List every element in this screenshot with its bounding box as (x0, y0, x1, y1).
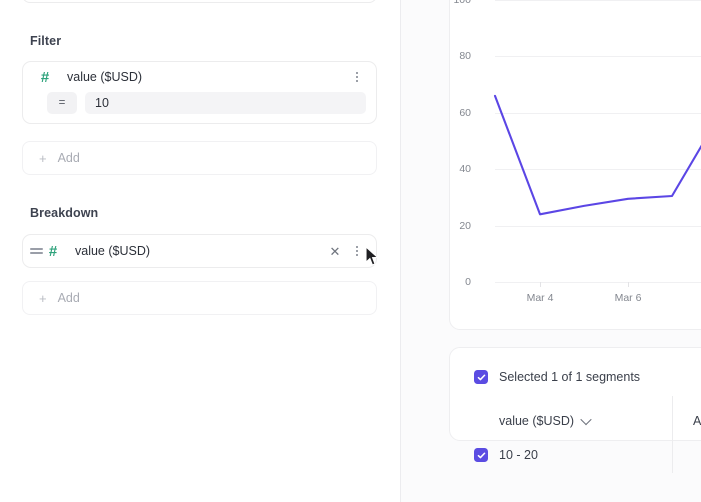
breakdown-field-card[interactable]: # value ($USD) ✕ (22, 234, 377, 268)
breakdown-add-button[interactable]: + Add (22, 281, 377, 315)
segments-selected-label: Selected 1 of 1 segments (499, 370, 641, 384)
segments-column-divider (672, 396, 673, 473)
y-tick-label: 60 (459, 106, 471, 119)
breakdown-field-header: # value ($USD) ✕ (23, 235, 376, 267)
x-tick-label: Mar 4 (526, 292, 554, 304)
filter-value-input[interactable]: 10 (85, 92, 366, 114)
breakdown-add-label: Add (57, 291, 80, 305)
series-line-10-20 (493, 94, 701, 216)
gridline (495, 225, 701, 227)
y-tick-label: 40 (459, 163, 471, 176)
hash-icon: # (40, 68, 50, 86)
breakdown-section-label: Breakdown (30, 206, 99, 220)
plus-icon: + (39, 290, 47, 306)
filter-field-header: # value ($USD) (23, 62, 376, 92)
segments-card: Selected 1 of 1 segments value ($USD) 10… (449, 347, 701, 473)
chevron-down-icon[interactable] (580, 413, 592, 426)
drag-handle-icon[interactable] (30, 248, 43, 254)
config-sidebar: Filter # value ($USD) = 10 + Add Breakdo… (22, 0, 401, 502)
x-tick-mark (540, 282, 541, 287)
filter-section-label: Filter (30, 34, 62, 48)
x-tick-label: Mar 6 (614, 292, 642, 304)
previous-section-card-cutoff (22, 0, 377, 3)
line-chart: 0 20 40 60 80 100 Mar 4 Mar 6 (449, 0, 701, 330)
segment-bucket-row[interactable]: 10 - 20 (474, 448, 538, 462)
checkbox-checked-icon[interactable] (474, 448, 488, 462)
gridline (495, 112, 701, 114)
filter-condition-row: = 10 (23, 92, 376, 123)
x-tick-mark (628, 282, 629, 287)
y-tick-label: 0 (465, 276, 471, 288)
kebab-menu-icon[interactable] (348, 241, 366, 261)
kebab-menu-icon[interactable] (348, 67, 366, 87)
gridline (495, 169, 701, 171)
segment-dimension-label: value ($USD) (499, 414, 575, 428)
filter-field-card[interactable]: # value ($USD) = 10 (22, 61, 377, 124)
y-tick-label: 80 (459, 50, 471, 63)
gridline (495, 0, 701, 1)
gridline (495, 282, 701, 283)
filter-add-label: Add (57, 151, 80, 165)
filter-field-name: value ($USD) (67, 70, 143, 84)
y-tick-label: 20 (459, 219, 471, 232)
gridline (495, 56, 701, 58)
close-icon[interactable]: ✕ (329, 243, 341, 259)
hash-icon: # (48, 242, 58, 260)
chart-card (449, 0, 701, 330)
segment-dimension-dropdown[interactable]: value ($USD) (499, 413, 592, 428)
plus-icon: + (39, 150, 47, 166)
breakdown-field-name: value ($USD) (75, 244, 151, 258)
filter-add-button[interactable]: + Add (22, 141, 377, 175)
checkbox-checked-icon[interactable] (474, 370, 488, 384)
y-tick-label: 100 (453, 0, 471, 6)
results-panel: 0 20 40 60 80 100 Mar 4 Mar 6 (401, 0, 701, 502)
segments-metric-column-label: Av (693, 414, 701, 428)
filter-operator-chip[interactable]: = (47, 92, 77, 114)
segment-bucket-label: 10 - 20 (499, 448, 538, 462)
select-all-segments-row[interactable]: Selected 1 of 1 segments (474, 370, 640, 384)
mouse-cursor (365, 246, 379, 266)
